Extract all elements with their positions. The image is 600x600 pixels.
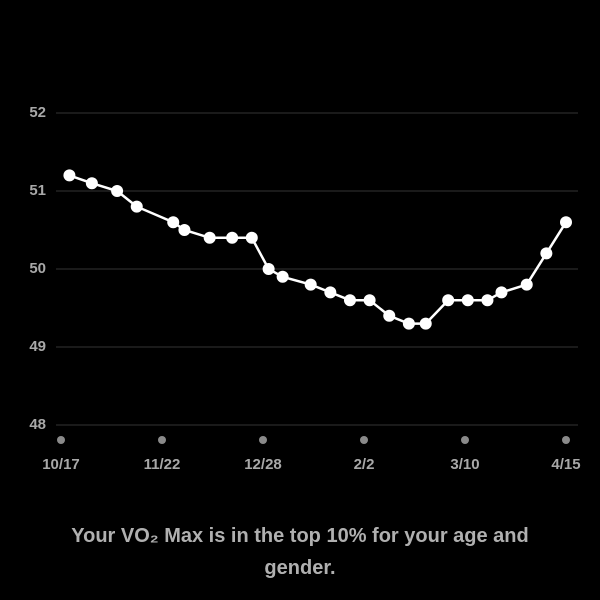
point — [178, 224, 191, 236]
x-tick-dot — [158, 436, 166, 444]
point — [167, 216, 180, 229]
caption: Your VO₂ Max is in the top 10% for your … — [71, 525, 529, 579]
y-tick-label: 52 — [29, 104, 46, 121]
point — [276, 270, 289, 283]
x-tick-label: 11/22 — [144, 456, 181, 473]
y-tick-label: 50 — [29, 260, 46, 277]
point — [481, 294, 494, 307]
point — [442, 294, 455, 307]
chart: 48 49 50 51 52 10/17 11/22 12/28 2/2 3/10 4/15 — [29, 104, 580, 473]
x-tick-dot — [57, 436, 65, 444]
point — [245, 231, 258, 244]
point — [343, 294, 356, 307]
x-tick-label: 2/2 — [354, 456, 375, 473]
x-tick-label: 10/17 — [42, 456, 80, 473]
x-tick-label: 12/28 — [244, 456, 282, 473]
point — [304, 278, 317, 291]
x-tick-label: 4/15 — [551, 456, 580, 473]
point — [540, 247, 553, 260]
x-tick-label: 3/10 — [450, 456, 479, 473]
y-tick-label: 48 — [29, 416, 46, 433]
point — [203, 231, 216, 244]
point — [111, 185, 124, 197]
y-tick-label: 51 — [29, 182, 46, 199]
point — [560, 216, 572, 229]
point — [383, 309, 396, 322]
point — [63, 169, 76, 182]
y-tick-label: 49 — [29, 338, 46, 355]
x-tick-dot — [259, 436, 267, 444]
point — [520, 278, 533, 291]
x-tick-dot — [461, 436, 469, 444]
point — [324, 286, 337, 299]
point — [419, 317, 432, 330]
point — [85, 177, 98, 190]
x-tick-dot — [360, 436, 368, 444]
point — [461, 294, 474, 307]
point — [130, 200, 143, 213]
point — [226, 231, 239, 244]
point — [402, 317, 415, 330]
point — [495, 286, 508, 299]
point — [363, 294, 376, 307]
point — [262, 263, 275, 275]
x-tick-dot — [562, 436, 570, 444]
